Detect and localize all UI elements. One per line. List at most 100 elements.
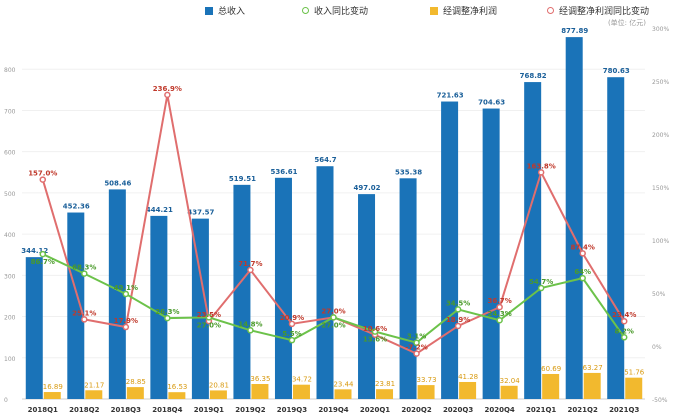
- profit-bar: [583, 372, 601, 399]
- profit-data-label: 60.69: [541, 365, 561, 373]
- revenue-data-label: 344.12: [21, 247, 48, 255]
- profit-yoy-point: [496, 303, 503, 311]
- revenue-yoy-data-label: 27.0%: [321, 321, 345, 329]
- profit-data-label: 21.17: [84, 381, 104, 389]
- right-tick-label: -50%: [652, 397, 668, 404]
- revenue-yoy-data-label: 14.8%: [238, 320, 262, 328]
- legend-revenue-yoy: 收入同比变动: [302, 4, 368, 17]
- profit-yoy-data-label: 23.5%: [197, 311, 221, 319]
- revenue-data-label: 704.63: [478, 99, 505, 107]
- profit-yoy-data-label: 10.6%: [363, 325, 387, 333]
- revenue-data-label: 444.21: [146, 206, 173, 214]
- revenue-bar: [67, 212, 85, 399]
- revenue-yoy-data-label: 5.5%: [282, 330, 301, 338]
- profit-bar: [126, 387, 144, 399]
- revenue-yoy-data-label: 68.3%: [72, 264, 96, 272]
- profit-data-label: 51.76: [624, 369, 645, 377]
- revenue-data-label: 452.36: [63, 203, 90, 211]
- profit-bar: [625, 377, 643, 399]
- profit-yoy-point: [39, 176, 47, 183]
- revenue-yoy-data-label: 3.1%: [407, 333, 426, 341]
- revenue-yoy-data-label: 8.2%: [615, 327, 634, 335]
- revenue-data-label: 437.57: [187, 209, 214, 217]
- legend-profit-yoy: 经调整净利润同比变动: [547, 4, 649, 17]
- profit-data-label: 36.35: [250, 375, 270, 383]
- profit-data-label: 23.44: [333, 380, 354, 388]
- revenue-bar: [191, 218, 209, 399]
- legend-label: 总收入: [218, 7, 246, 17]
- x-tick-label: 2020Q2: [401, 406, 431, 414]
- x-tick-label: 2018Q4: [152, 406, 182, 414]
- right-tick-label: 200%: [652, 132, 669, 139]
- revenue-bar: [607, 77, 625, 399]
- x-tick-label: 2020Q1: [360, 406, 390, 414]
- profit-data-label: 33.73: [417, 376, 437, 384]
- legend-revenue: 总收入: [205, 4, 245, 17]
- revenue-yoy-data-label: 13.6%: [363, 336, 387, 344]
- profit-data-label: 16.53: [167, 383, 187, 391]
- right-tick-label: 0%: [652, 344, 662, 351]
- revenue-data-label: 768.82: [520, 72, 547, 80]
- revenue-bar: [274, 177, 292, 399]
- revenue-yoy-point: [247, 327, 254, 334]
- revenue-yoy-point: [620, 334, 628, 341]
- revenue-yoy-point: [496, 316, 503, 324]
- revenue-bar: [316, 166, 334, 399]
- profit-yoy-data-label: 27.0%: [321, 307, 345, 315]
- x-tick-label: 2019Q2: [235, 406, 265, 414]
- profit-bar: [376, 389, 394, 399]
- right-tick-label: 300%: [652, 26, 669, 33]
- revenue-yoy-point: [579, 274, 586, 282]
- profit-bar: [85, 390, 103, 399]
- x-tick-label: 2020Q3: [443, 406, 473, 414]
- legend-swatch: [302, 7, 309, 14]
- revenue-data-label: 721.63: [437, 92, 464, 100]
- legend-label: 经调整净利润同比变动: [559, 7, 650, 17]
- left-tick-label: 800: [4, 67, 16, 74]
- profit-bar: [500, 385, 518, 399]
- profit-data-label: 16.89: [43, 383, 63, 391]
- left-tick-label: 600: [4, 150, 16, 157]
- revenue-data-label: 497.02: [354, 184, 381, 192]
- profit-bar: [417, 385, 435, 399]
- revenue-yoy-point: [537, 284, 545, 292]
- left-tick-label: 200: [4, 315, 16, 322]
- profit-yoy-data-label: 157.0%: [28, 170, 57, 178]
- revenue-yoy-data-label: 54.7%: [529, 278, 553, 286]
- revenue-yoy-data-label: 27.0%: [197, 321, 221, 329]
- revenue-yoy-point: [81, 270, 88, 277]
- profit-yoy-data-label: 17.9%: [114, 317, 138, 325]
- revenue-yoy-point: [413, 339, 420, 346]
- profit-yoy-data-label: 71.7%: [238, 260, 262, 268]
- revenue-yoy-point: [288, 336, 296, 344]
- revenue-bar: [524, 82, 542, 399]
- revenue-yoy-point: [164, 314, 171, 322]
- profit-yoy-point: [81, 316, 88, 323]
- profit-yoy-point: [288, 320, 296, 328]
- revenue-data-label: 780.63: [603, 67, 630, 75]
- revenue-data-label: 519.51: [229, 175, 256, 183]
- profit-yoy-data-label: -7.2%: [405, 344, 427, 352]
- revenue-yoy-data-label: 86.7%: [31, 258, 55, 266]
- revenue-bar: [108, 189, 126, 399]
- profit-yoy-point: [454, 322, 462, 330]
- x-tick-label: 2019Q3: [277, 406, 307, 414]
- profit-bar: [209, 390, 227, 399]
- legend: 总收入 收入同比变动 经调整净利润 经调整净利润同比变动: [0, 4, 680, 20]
- x-tick-label: 2021Q1: [526, 406, 556, 414]
- left-tick-label: 100: [4, 356, 16, 363]
- revenue-data-label: 564.7: [314, 156, 336, 164]
- revenue-data-label: 877.89: [561, 27, 588, 35]
- revenue-yoy-point: [371, 328, 379, 335]
- profit-yoy-data-label: 163.8%: [527, 162, 556, 170]
- x-tick-label: 2018Q3: [111, 406, 141, 414]
- profit-yoy-point: [579, 250, 586, 257]
- profit-bar: [334, 389, 352, 399]
- revenue-data-label: 508.46: [104, 179, 131, 187]
- unit-label: (单位: 亿元): [607, 19, 646, 27]
- profit-yoy-data-label: 25.1%: [72, 309, 96, 317]
- profit-data-label: 63.27: [583, 364, 603, 372]
- legend-label: 经调整净利润: [443, 7, 498, 17]
- profit-data-label: 41.28: [458, 373, 478, 381]
